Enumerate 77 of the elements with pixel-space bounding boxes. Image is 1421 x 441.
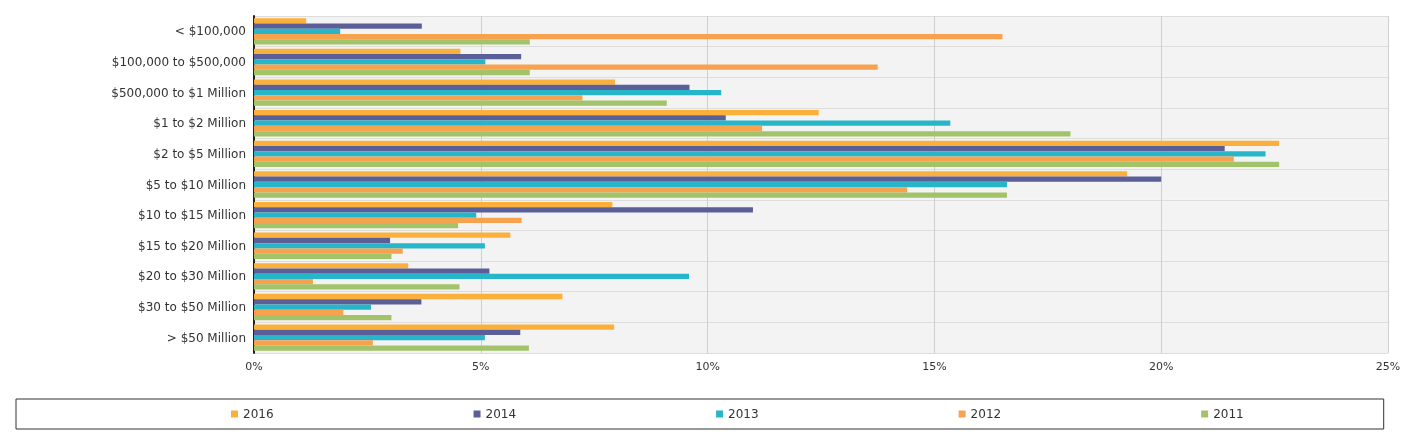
y-tick-label: $500,000 to $1 Million: [111, 85, 246, 100]
bar: [254, 217, 522, 224]
bar: [254, 125, 763, 132]
bar: [254, 151, 1266, 157]
bar: [254, 279, 313, 285]
bar: [254, 161, 1280, 168]
y-tick-label: $1 to $2 Million: [153, 116, 246, 131]
bar: [254, 207, 753, 213]
y-tick-label: $30 to $50 Million: [138, 300, 246, 315]
bar: [254, 192, 1007, 198]
bar: [254, 299, 422, 305]
legend-label: 2014: [485, 407, 517, 421]
bar: [254, 181, 1007, 188]
bar: [254, 171, 1128, 177]
bar: [254, 59, 486, 65]
bar: [254, 232, 511, 238]
bar: [254, 156, 1234, 162]
y-tick-label: < $100,000: [174, 24, 246, 39]
bar: [254, 79, 616, 85]
legend-label: 2013: [728, 407, 759, 421]
bar: [254, 248, 403, 254]
bar: [254, 340, 373, 346]
bar: [254, 176, 1162, 182]
y-tick-label: > $50 Million: [166, 330, 246, 345]
y-tick-label: $10 to $15 Million: [138, 208, 246, 223]
bar: [254, 23, 422, 29]
bar: [254, 345, 529, 351]
legend-label: 2012: [970, 407, 1002, 421]
y-tick-label: $100,000 to $500,000: [111, 54, 246, 69]
bar: [254, 100, 667, 106]
bar: [254, 304, 372, 310]
bar: [254, 131, 1071, 137]
bar: [254, 187, 908, 193]
bar: [254, 253, 392, 259]
bar: [254, 268, 490, 274]
y-tick-label: $2 to $5 Million: [153, 146, 246, 161]
bar: [254, 335, 485, 341]
x-tick-label: 10%: [695, 360, 720, 373]
bar: [254, 54, 522, 60]
bar: [254, 84, 690, 90]
bar: [254, 237, 391, 244]
y-tick-label: $5 to $10 Million: [145, 177, 246, 192]
bar: [254, 39, 530, 45]
x-tick-label: 20%: [1148, 360, 1174, 373]
x-tick-label: 15%: [922, 360, 947, 373]
legend-label: 2016: [243, 407, 274, 421]
bar: [254, 120, 951, 126]
bar: [254, 314, 392, 321]
bar: [254, 223, 459, 229]
bar: [254, 115, 726, 121]
bar: [254, 324, 615, 330]
bar: [254, 212, 477, 218]
legend-label: 2011: [1213, 407, 1244, 421]
bar: [254, 110, 819, 116]
bar: [254, 140, 1280, 146]
bar: [254, 273, 689, 280]
bar: [254, 243, 485, 249]
bar: [254, 64, 878, 70]
bar: [254, 145, 1225, 152]
bar: [254, 263, 409, 269]
bar: [254, 89, 722, 96]
bar: [254, 309, 344, 315]
y-tick-label: $15 to $20 Million: [138, 238, 246, 253]
bar: [254, 69, 530, 76]
bar: [254, 18, 307, 24]
x-tick-label: 25%: [1375, 360, 1401, 373]
bar: [254, 95, 583, 101]
y-tick-label: $20 to $30 Million: [138, 269, 246, 284]
bar: [254, 329, 521, 336]
bar: [254, 48, 461, 55]
bar: [254, 28, 341, 34]
bar: [254, 284, 460, 290]
x-tick-label: 0%: [245, 360, 263, 373]
bar: [254, 201, 613, 208]
bar: [254, 293, 563, 300]
x-tick-label: 5%: [472, 360, 490, 373]
bar: [254, 33, 1003, 40]
